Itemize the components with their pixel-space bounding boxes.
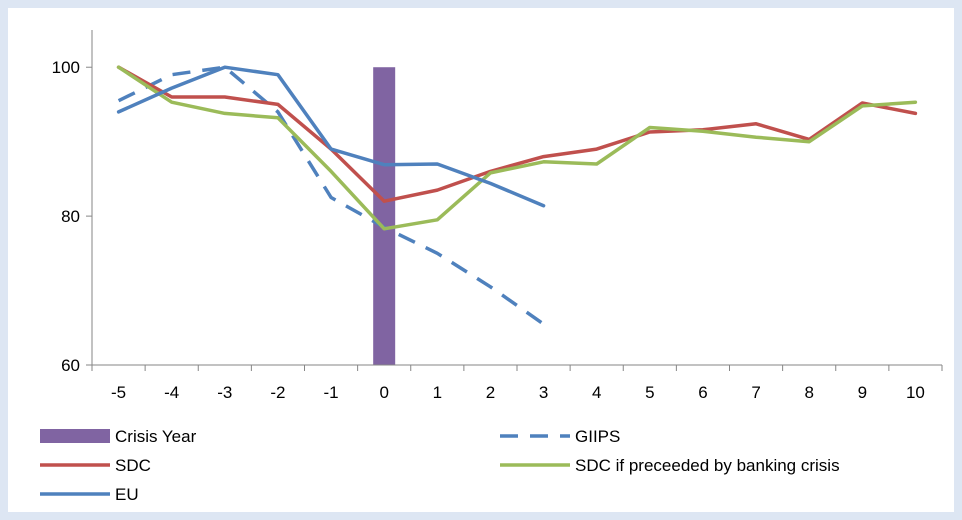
bar-crisis-year xyxy=(373,67,396,365)
series-line-sdc xyxy=(116,65,918,203)
y-tick-label: 80 xyxy=(61,207,80,226)
x-tick-label: 7 xyxy=(751,383,760,402)
x-tick-label: 5 xyxy=(645,383,654,402)
series-line-sdc-if-preceeded-by-banking-crisis xyxy=(116,65,918,231)
legend-label-giips: GIIPS xyxy=(575,427,620,446)
legend-label-crisis-year: Crisis Year xyxy=(115,427,197,446)
x-tick-label: 4 xyxy=(592,383,601,402)
y-tick-label: 60 xyxy=(61,356,80,375)
x-tick-label: -2 xyxy=(270,383,285,402)
x-tick-label: 2 xyxy=(486,383,495,402)
legend-swatch-crisis-year xyxy=(40,429,110,443)
x-tick-label: 0 xyxy=(379,383,388,402)
x-tick-label: -1 xyxy=(324,383,339,402)
x-tick-label: 3 xyxy=(539,383,548,402)
legend-label-sdc: SDC xyxy=(115,456,151,475)
plot-area: 60 80 100 -5 -4 -3 -2 -1 0 1 2 3 4 5 6 7 8 9 10 xyxy=(52,30,943,402)
x-tick-label: 9 xyxy=(858,383,867,402)
x-tick-label: 1 xyxy=(433,383,442,402)
series-line-giips xyxy=(117,65,545,326)
y-tick-label: 100 xyxy=(52,58,80,77)
legend-label-eu: EU xyxy=(115,485,139,504)
line-chart: 60 80 100 -5 -4 -3 -2 -1 0 1 2 3 4 5 6 7 8 9 10 Crisis Yea… xyxy=(40,30,943,504)
series-line-eu xyxy=(116,65,546,208)
x-tick-label: 6 xyxy=(698,383,707,402)
x-tick-label: -4 xyxy=(164,383,179,402)
legend: Crisis Year GIIPS SDC SDC if preceeded by b… xyxy=(40,427,840,504)
chart-card: 60 80 100 -5 -4 -3 -2 -1 0 1 2 3 4 5 6 7 8 9 10 Crisis Yea… xyxy=(8,8,954,512)
x-tick-label: 10 xyxy=(906,383,925,402)
x-tick-label: -3 xyxy=(217,383,232,402)
x-tick-label: 8 xyxy=(804,383,813,402)
x-tick-label: -5 xyxy=(111,383,126,402)
legend-label-sdc-if-preceeded-by-banking-crisis: SDC if preceeded by banking crisis xyxy=(575,456,840,475)
